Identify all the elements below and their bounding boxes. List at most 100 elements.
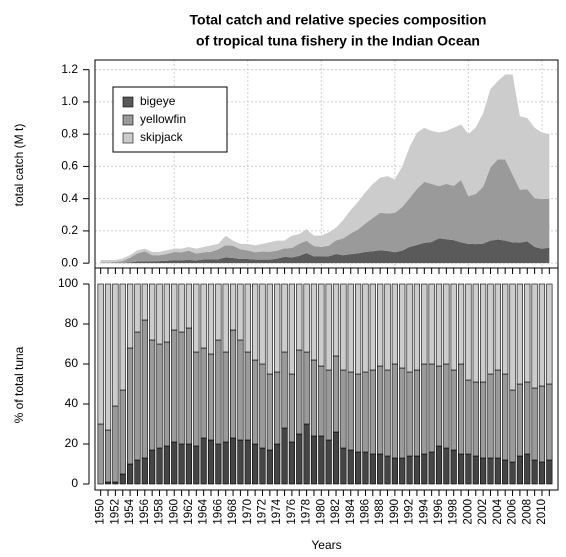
bar xyxy=(193,351,200,447)
x-tick-label: 1956 xyxy=(139,499,151,525)
bar xyxy=(332,355,340,433)
y-tick-label: 80 xyxy=(65,316,79,330)
bar xyxy=(119,473,126,485)
bar xyxy=(237,283,244,341)
bar xyxy=(384,455,391,485)
x-tick-label: 2006 xyxy=(507,499,519,525)
bar xyxy=(450,449,457,485)
y-tick-label: 0 xyxy=(71,476,78,490)
x-tick-label: 2002 xyxy=(477,499,489,525)
x-axis-label: Years xyxy=(311,538,341,552)
bar xyxy=(362,371,369,453)
bar xyxy=(97,283,104,425)
x-tick-label: 1978 xyxy=(301,499,313,525)
bar xyxy=(435,283,443,367)
bar xyxy=(127,463,134,485)
area xyxy=(100,74,550,263)
bar xyxy=(325,369,332,441)
bar xyxy=(435,365,443,447)
x-tick-label: 1980 xyxy=(315,499,327,525)
bar xyxy=(502,283,509,375)
bar xyxy=(252,283,259,361)
bar xyxy=(244,439,251,485)
bar xyxy=(494,457,501,485)
area xyxy=(100,238,550,264)
bar xyxy=(391,283,398,365)
bar xyxy=(524,453,531,485)
bar xyxy=(347,449,354,485)
bar xyxy=(318,365,325,437)
bar xyxy=(443,363,450,449)
bar xyxy=(332,283,340,357)
bar xyxy=(185,283,193,329)
bar xyxy=(421,363,428,455)
bar xyxy=(193,283,200,353)
bar xyxy=(538,385,546,463)
bar xyxy=(163,283,170,343)
bar xyxy=(362,283,369,373)
bar xyxy=(288,441,295,485)
bar xyxy=(127,283,134,349)
bar xyxy=(538,283,546,387)
legend-swatch xyxy=(122,96,134,108)
y-tick-label: 40 xyxy=(65,396,79,410)
bar xyxy=(391,363,398,459)
bar xyxy=(149,449,156,485)
x-tick-label: 1992 xyxy=(404,499,416,525)
bar xyxy=(178,331,185,445)
x-tick-label: 1960 xyxy=(168,499,180,525)
bar xyxy=(266,283,273,375)
bar xyxy=(178,443,185,485)
x-tick-label: 1998 xyxy=(448,499,460,525)
bar xyxy=(237,439,244,485)
bar xyxy=(413,455,421,485)
bar xyxy=(362,451,369,485)
bar xyxy=(112,283,119,407)
chart-title: Total catch and relative species composi… xyxy=(190,12,487,28)
bar xyxy=(340,283,347,371)
bar xyxy=(428,451,435,485)
bar xyxy=(325,439,332,485)
bar xyxy=(134,331,141,461)
bar xyxy=(141,319,148,459)
y-tick-label: 20 xyxy=(65,436,79,450)
bar xyxy=(340,369,347,449)
bar xyxy=(347,371,354,451)
y-axis-label: % of total tuna xyxy=(12,346,26,423)
y-tick-label: 0.6 xyxy=(61,159,78,173)
legend-label: yellowfin xyxy=(140,112,186,126)
x-tick-label: 1994 xyxy=(418,498,430,524)
x-tick-label: 1996 xyxy=(433,499,445,525)
bar xyxy=(222,283,229,353)
legend-swatch xyxy=(122,114,134,126)
legend-label: skipjack xyxy=(140,130,184,144)
bar xyxy=(156,447,163,485)
bar xyxy=(134,283,141,333)
x-tick-label: 1952 xyxy=(109,499,121,525)
bar xyxy=(428,283,435,365)
bar xyxy=(450,369,457,451)
bar xyxy=(200,283,207,349)
bar xyxy=(450,283,457,371)
y-tick-label: 0.0 xyxy=(61,255,78,269)
bar xyxy=(281,427,288,485)
bar xyxy=(303,423,310,485)
bar xyxy=(465,453,472,485)
bar xyxy=(252,359,259,445)
y-tick-label: 60 xyxy=(65,356,79,370)
bar xyxy=(252,443,259,485)
bar xyxy=(200,347,207,439)
bar xyxy=(112,405,119,483)
bar xyxy=(266,373,273,451)
bar xyxy=(391,457,398,485)
bar xyxy=(509,461,516,485)
x-tick-label: 1954 xyxy=(124,498,136,524)
bar xyxy=(149,339,156,451)
bar xyxy=(531,283,538,389)
x-tick-label: 1972 xyxy=(257,499,269,525)
bar xyxy=(134,459,141,485)
y-tick-label: 1.0 xyxy=(61,94,78,108)
area xyxy=(100,159,550,264)
bar xyxy=(369,369,376,455)
